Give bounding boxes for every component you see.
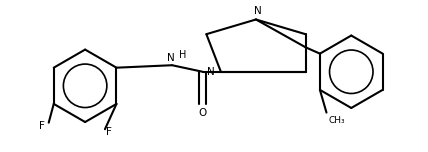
Text: N: N <box>206 67 214 77</box>
Text: H: H <box>179 50 186 60</box>
Text: CH₃: CH₃ <box>329 116 345 124</box>
Text: F: F <box>39 121 45 131</box>
Text: F: F <box>106 127 112 137</box>
Text: O: O <box>199 108 207 118</box>
Text: N: N <box>167 53 175 63</box>
Text: N: N <box>254 6 262 16</box>
